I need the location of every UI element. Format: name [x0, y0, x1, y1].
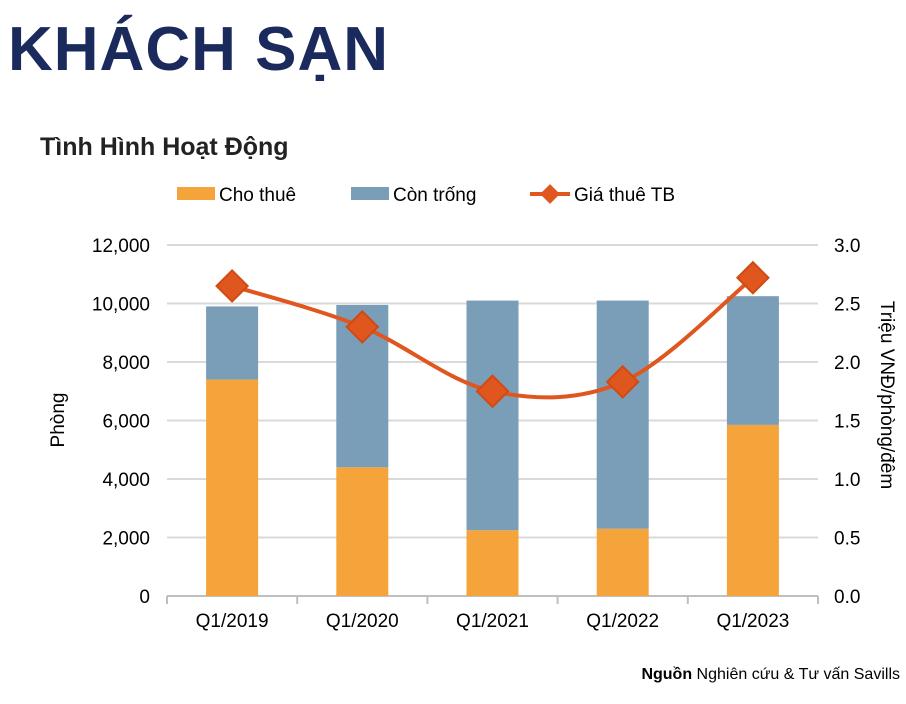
y2-tick-label: 1.0	[834, 470, 860, 491]
legend-marker-price	[540, 184, 560, 204]
bar-rented	[726, 424, 779, 596]
legend-label-price: Giá thuê TB	[574, 185, 675, 206]
source-note: Nguồn Nghiên cứu & Tư vấn Savills	[641, 666, 900, 684]
y2-tick-label: 3.0	[834, 236, 860, 257]
y-tick-label: 0	[139, 587, 150, 608]
price-marker	[735, 260, 770, 295]
bar-vacant	[466, 300, 519, 531]
bar-vacant	[726, 296, 779, 425]
x-tick-label: Q1/2021	[456, 611, 529, 632]
y2-tick-label: 2.0	[834, 353, 860, 374]
source-label: Nguồn	[641, 666, 693, 683]
x-tick-label: Q1/2023	[716, 611, 789, 632]
y2-axis-label: Triệu VNĐ/phòng/đêm	[876, 301, 897, 489]
y2-tick-label: 2.5	[834, 295, 860, 316]
y-tick-label: 6,000	[102, 412, 150, 433]
legend-swatch-vacant	[351, 187, 389, 200]
bar-vacant	[206, 306, 259, 380]
source-text: Nghiên cứu & Tư vấn Savills	[692, 666, 900, 683]
x-tick-label: Q1/2019	[196, 611, 269, 632]
y-axis-label: Phòng	[48, 393, 69, 448]
bar-rented	[336, 467, 389, 596]
price-marker	[475, 374, 510, 409]
price-marker	[605, 364, 640, 399]
y-tick-label: 12,000	[92, 236, 150, 257]
bar-rented	[206, 379, 259, 596]
y-tick-label: 10,000	[92, 295, 150, 316]
y-tick-label: 4,000	[102, 470, 150, 491]
price-marker	[345, 309, 380, 344]
y2-tick-label: 1.5	[834, 412, 860, 433]
price-marker	[215, 268, 250, 303]
x-tick-label: Q1/2020	[326, 611, 399, 632]
y2-tick-label: 0.5	[834, 529, 860, 550]
x-tick-label: Q1/2022	[586, 611, 659, 632]
y-tick-label: 8,000	[102, 353, 150, 374]
legend-label-vacant: Còn trống	[393, 185, 476, 206]
bar-rented	[466, 530, 519, 596]
bar-vacant	[596, 300, 649, 529]
legend-swatch-rented	[177, 187, 215, 200]
page-title: KHÁCH SẠN	[8, 15, 389, 84]
legend-label-rented: Cho thuê	[219, 185, 296, 206]
chart-title: Tình Hình Hoạt Động	[40, 133, 289, 161]
y-tick-label: 2,000	[102, 529, 150, 550]
y2-tick-label: 0.0	[834, 587, 860, 608]
bar-rented	[596, 528, 649, 596]
